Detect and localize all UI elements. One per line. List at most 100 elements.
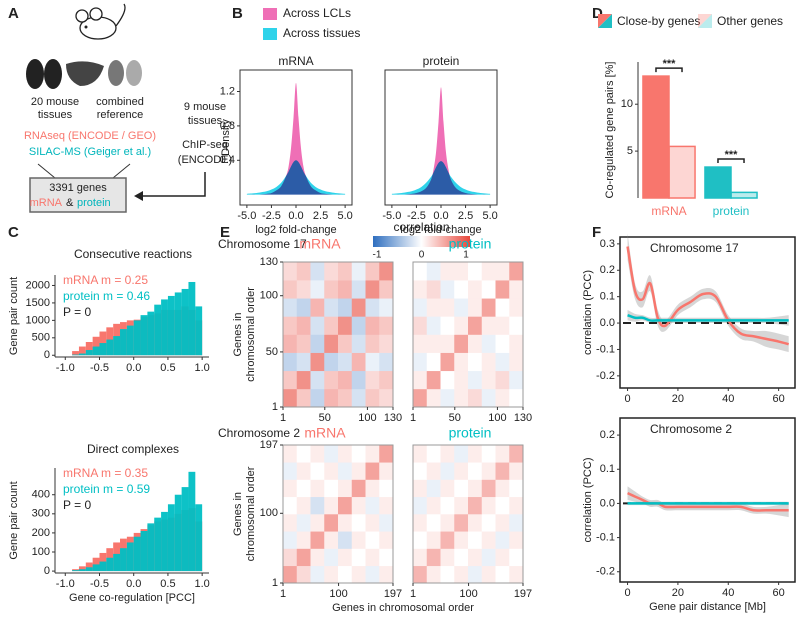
heat-cell [495,316,510,335]
heat-cell [379,370,394,390]
hist-bar [72,354,79,356]
heat-frame [412,261,524,408]
heat-cell [365,370,380,390]
hist-bar [133,536,141,572]
heat-cell [338,316,353,335]
chart-title: mRNA [278,54,313,68]
heat-cell [440,388,455,408]
heat-cell [440,531,455,549]
heat-cell [296,462,311,480]
heat-cell [509,445,524,463]
hist-bar [154,517,162,572]
heat-cell [324,316,339,335]
heat-cell [413,316,428,335]
heat-cell [324,388,339,408]
y-axis-label: Gene pair count [8,481,20,559]
heat-cell [509,479,524,498]
heat-cell [454,479,469,498]
heat-cell [379,298,394,317]
x-tick-label: -0.5 [90,362,109,374]
heat-cell [310,496,325,515]
heat-cell [468,262,483,281]
heat-cell [426,388,441,408]
sig-label: *** [663,58,677,70]
x-tick-label: 1 [280,588,286,600]
heat-cell [338,548,353,567]
panel-label: F [592,224,601,241]
heat-cell [310,334,325,353]
chart-title: Consecutive reactions [74,247,192,261]
reference-label: combined [96,96,144,108]
heat-cell [365,280,380,299]
heat-cell [379,334,394,353]
bar [704,166,732,199]
y-axis-label: correlation (PCC) [582,270,594,355]
heat-cell [495,445,510,463]
x-tick-label: 40 [722,587,734,599]
heat-cell [413,479,428,498]
density-area [391,161,491,195]
x-tick-label: 1.0 [195,578,210,590]
connector [112,163,131,179]
heat-cell [440,334,455,353]
y-tick-label: 130 [260,256,278,268]
y-tick-label: 0.1 [600,463,615,475]
heat-cell [426,262,441,281]
y-tick-label: 1000 [26,314,50,326]
heat-cell [468,462,483,480]
heat-cell [413,388,428,408]
hist-bar [85,341,93,356]
heat-frame [282,444,394,584]
heat-cell [283,316,298,335]
heat-cell [481,445,496,463]
legend-swatch [263,28,277,40]
heat-cell [495,388,510,408]
gene-box [29,177,127,213]
y-tick-label: 400 [32,489,50,501]
heat-cell [365,445,380,463]
heat-cell [310,479,325,498]
y-tick-label: 100 [32,546,50,558]
heat-cell [338,298,353,317]
heat-cell [365,479,380,498]
method-label: ChIP-seq [182,139,228,151]
legend-label: mRNA m = 0.25 [63,273,148,287]
heat-cell [379,462,394,480]
heat-cell [324,334,339,353]
heat-cell [310,298,325,317]
y-tick-label: 0.4 [220,154,235,166]
heat-cell [454,445,469,463]
hist-bar [106,339,114,356]
heat-cell [324,531,339,549]
heat-cell [296,531,311,549]
y-tick-label: -0.2 [596,370,615,382]
heat-cell [379,352,394,372]
x-tick-label: 60 [773,587,785,599]
heat-cell [468,370,483,390]
heat-cell [495,496,510,515]
heat-cell [440,262,455,281]
heat-cell [296,496,311,515]
heat-cell [283,565,298,584]
hist-bar [161,299,168,356]
y-tick-label: 0.0 [600,317,615,329]
heat-cell [454,280,469,299]
heat-cell [283,462,298,480]
heat-cell [481,280,496,299]
heat-cell [296,445,311,463]
sig-label: *** [725,149,739,161]
heat-cell [509,496,524,515]
heat-cell [310,388,325,408]
heat-cell [296,298,311,317]
heat-cell [481,548,496,567]
heat-cell [454,548,469,567]
heat-cell [495,531,510,549]
heat-cell [296,388,311,408]
heat-cell [338,496,353,515]
heat-cell [296,316,311,335]
heat-cell [509,334,524,353]
x-tick-label: protein [713,204,750,218]
legend-swatch [698,14,712,28]
hist-bar [92,336,100,356]
heat-cell [509,514,524,532]
